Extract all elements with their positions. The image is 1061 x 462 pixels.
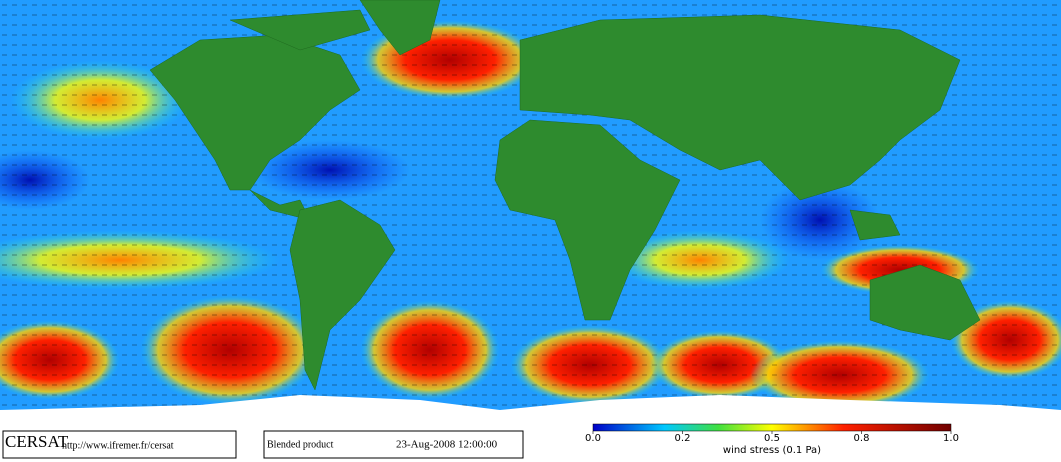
url: http://www.ifremer.fr/cersat bbox=[62, 440, 174, 451]
antarctica bbox=[0, 395, 1061, 430]
product-box bbox=[263, 430, 524, 459]
colorbar: wind stress (0.1 Pa) 0.0 0.2 0.5 0.8 1.0 bbox=[585, 423, 959, 456]
product: Blended product bbox=[267, 439, 334, 450]
colorbar-ramp bbox=[592, 423, 952, 432]
colorbar-tick-label: 1.0 bbox=[943, 433, 959, 444]
colorbar-label: wind stress (0.1 Pa) bbox=[723, 445, 821, 456]
colorbar-tick-label: 0.5 bbox=[764, 433, 780, 444]
logo: CERSAT bbox=[5, 432, 69, 451]
source-box bbox=[2, 430, 237, 459]
colorbar-tick-label: 0.8 bbox=[854, 433, 870, 444]
land bbox=[149, 0, 981, 391]
colorbar-tick-label: 0.0 bbox=[585, 433, 601, 444]
timestamp: 23-Aug-2008 12:00:00 bbox=[396, 439, 498, 451]
colorbar-tick-label: 0.2 bbox=[675, 433, 691, 444]
